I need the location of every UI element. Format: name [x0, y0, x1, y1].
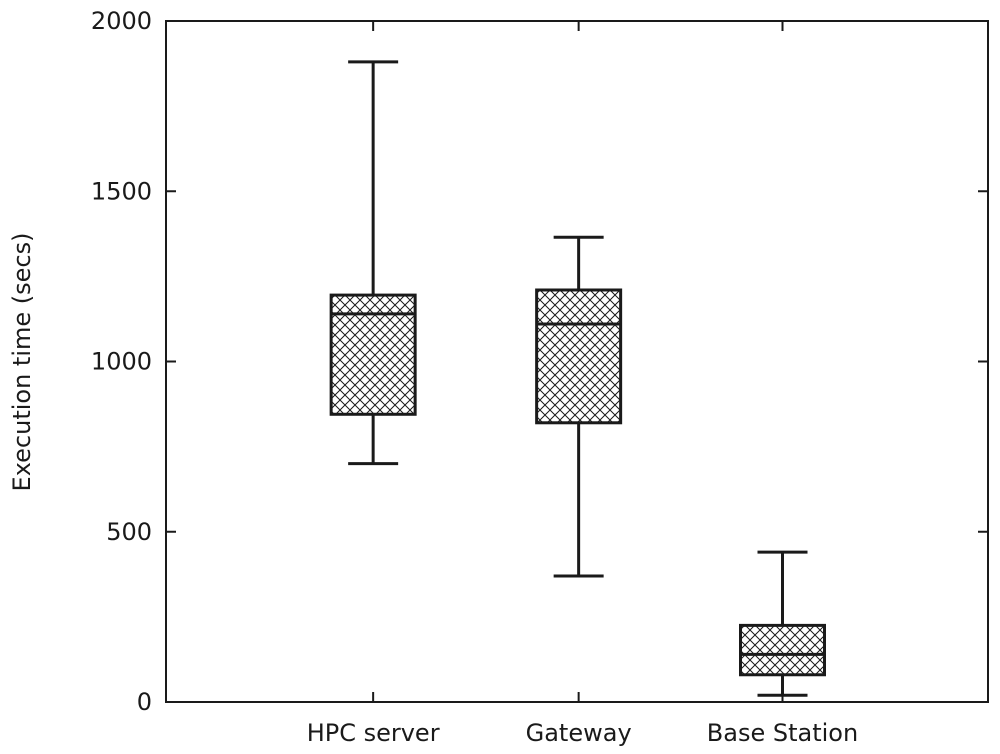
x-tick-label: Gateway	[526, 719, 632, 747]
y-axis: 0 500 1000 1500 2000	[91, 7, 988, 716]
y-tick-label: 0	[137, 688, 152, 716]
x-axis: HPC server Gateway Base Station	[307, 21, 858, 747]
y-tick-label: 1500	[91, 177, 152, 205]
y-tick-label: 500	[106, 518, 152, 546]
box-gateway	[535, 235, 623, 578]
iqr-box	[739, 623, 826, 677]
y-tick-label: 1000	[91, 348, 152, 376]
y-tick-label: 2000	[91, 7, 152, 35]
box-hpc-server	[329, 60, 417, 466]
box-series	[329, 60, 826, 697]
x-tick-label: Base Station	[707, 719, 858, 747]
iqr-box	[535, 288, 623, 425]
x-tick-label: HPC server	[307, 719, 440, 747]
box-base-station	[739, 550, 826, 697]
y-axis-title: Execution time (secs)	[8, 233, 36, 492]
